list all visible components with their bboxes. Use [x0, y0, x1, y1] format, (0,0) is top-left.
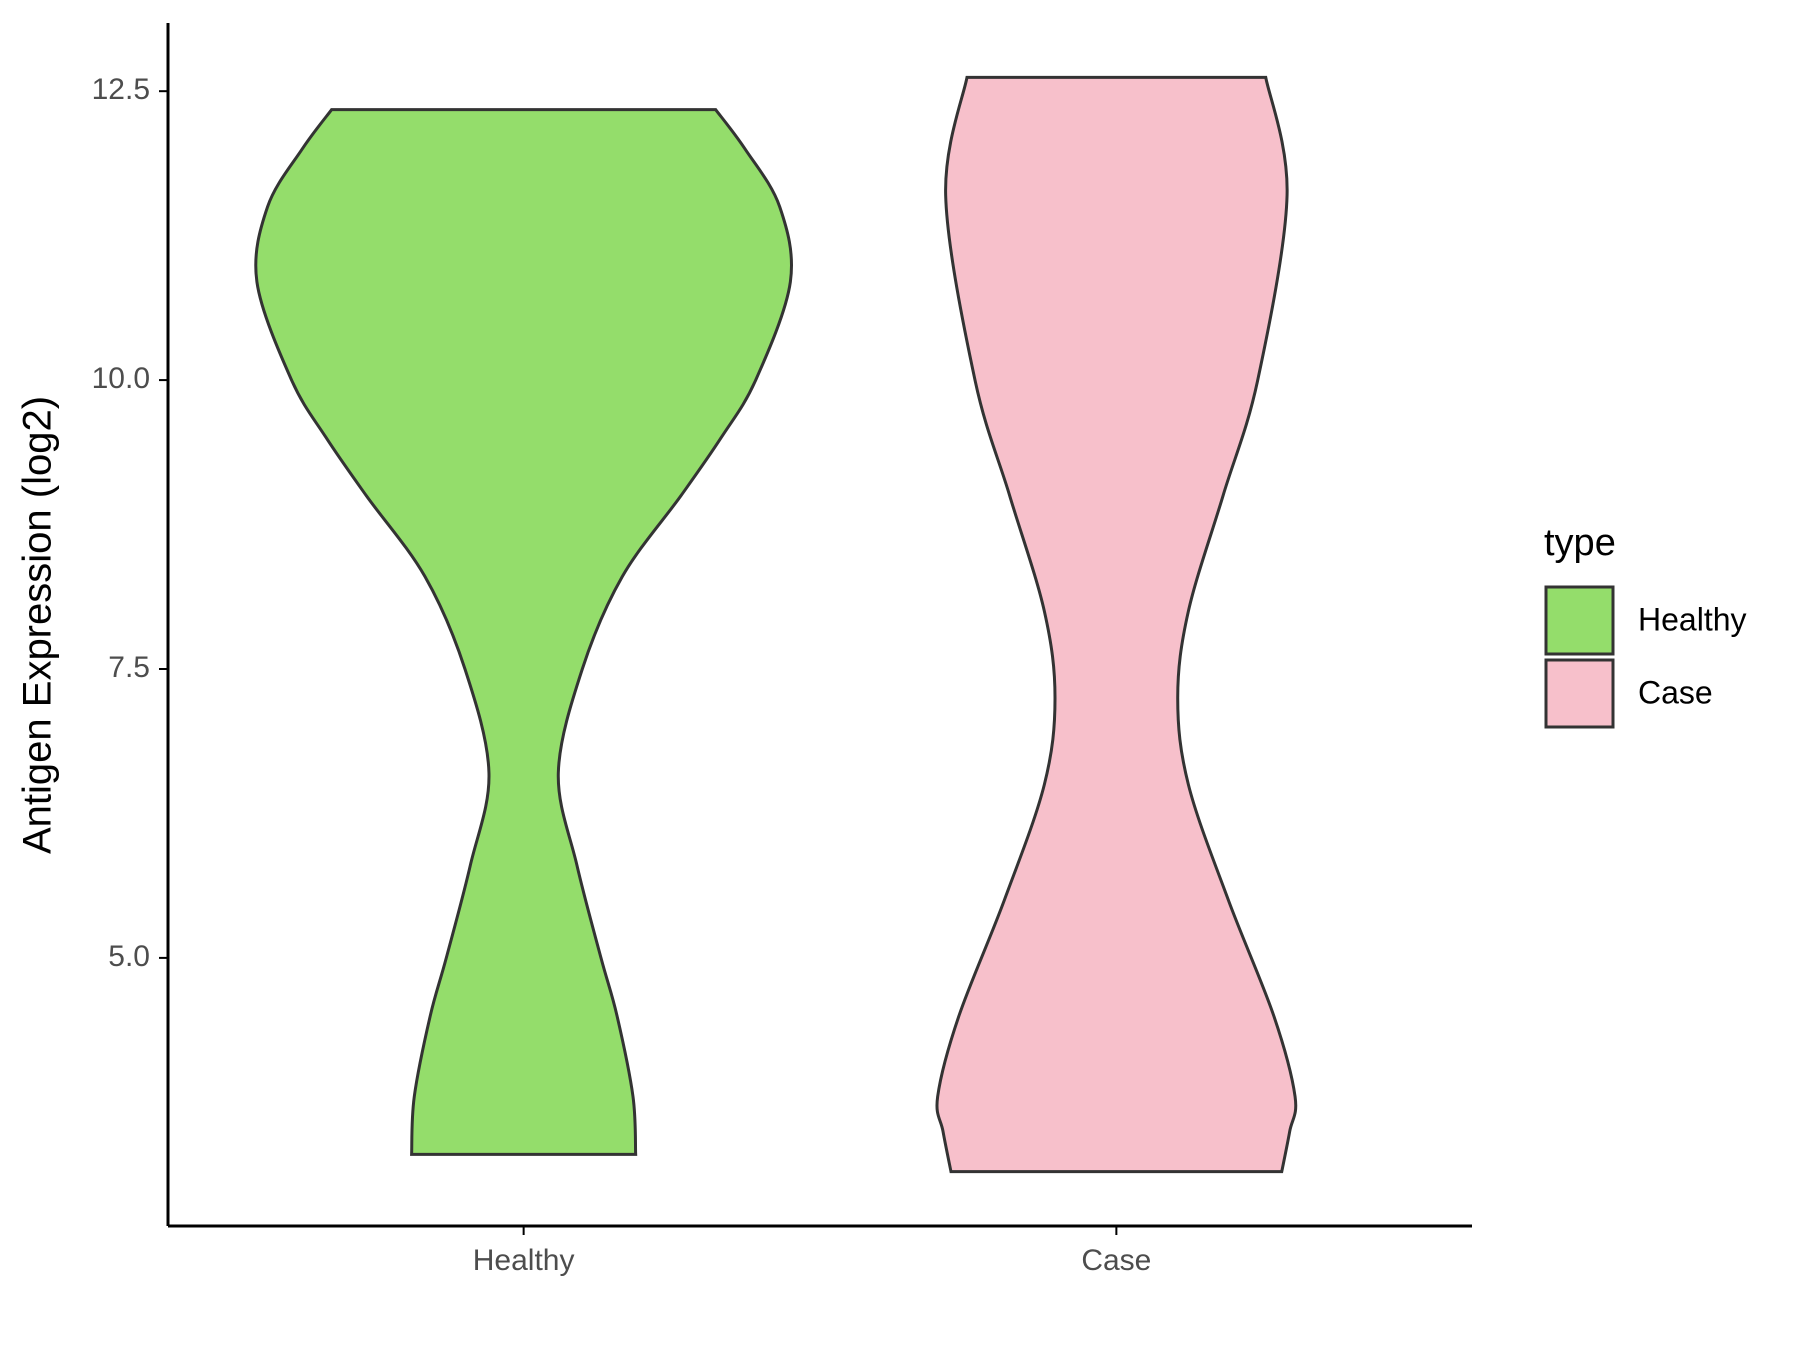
x-tick-label: Case: [1081, 1244, 1151, 1277]
legend-label: Healthy: [1638, 601, 1747, 637]
violin: [935, 75, 1298, 1174]
legend-key: [1544, 658, 1615, 729]
y-tick-label: 12.5: [92, 73, 150, 106]
legend-key: [1544, 585, 1615, 656]
legend-title: type: [1544, 522, 1616, 564]
y-tick-label: 5.0: [108, 940, 150, 973]
y-tick-label: 10.0: [92, 362, 150, 395]
y-tick-label: 7.5: [108, 651, 150, 684]
x-tick-label: Healthy: [473, 1244, 575, 1277]
violin: [254, 108, 794, 1156]
legend-label: Case: [1638, 674, 1713, 710]
y-axis-title: Antigen Expression (log2): [16, 396, 60, 854]
